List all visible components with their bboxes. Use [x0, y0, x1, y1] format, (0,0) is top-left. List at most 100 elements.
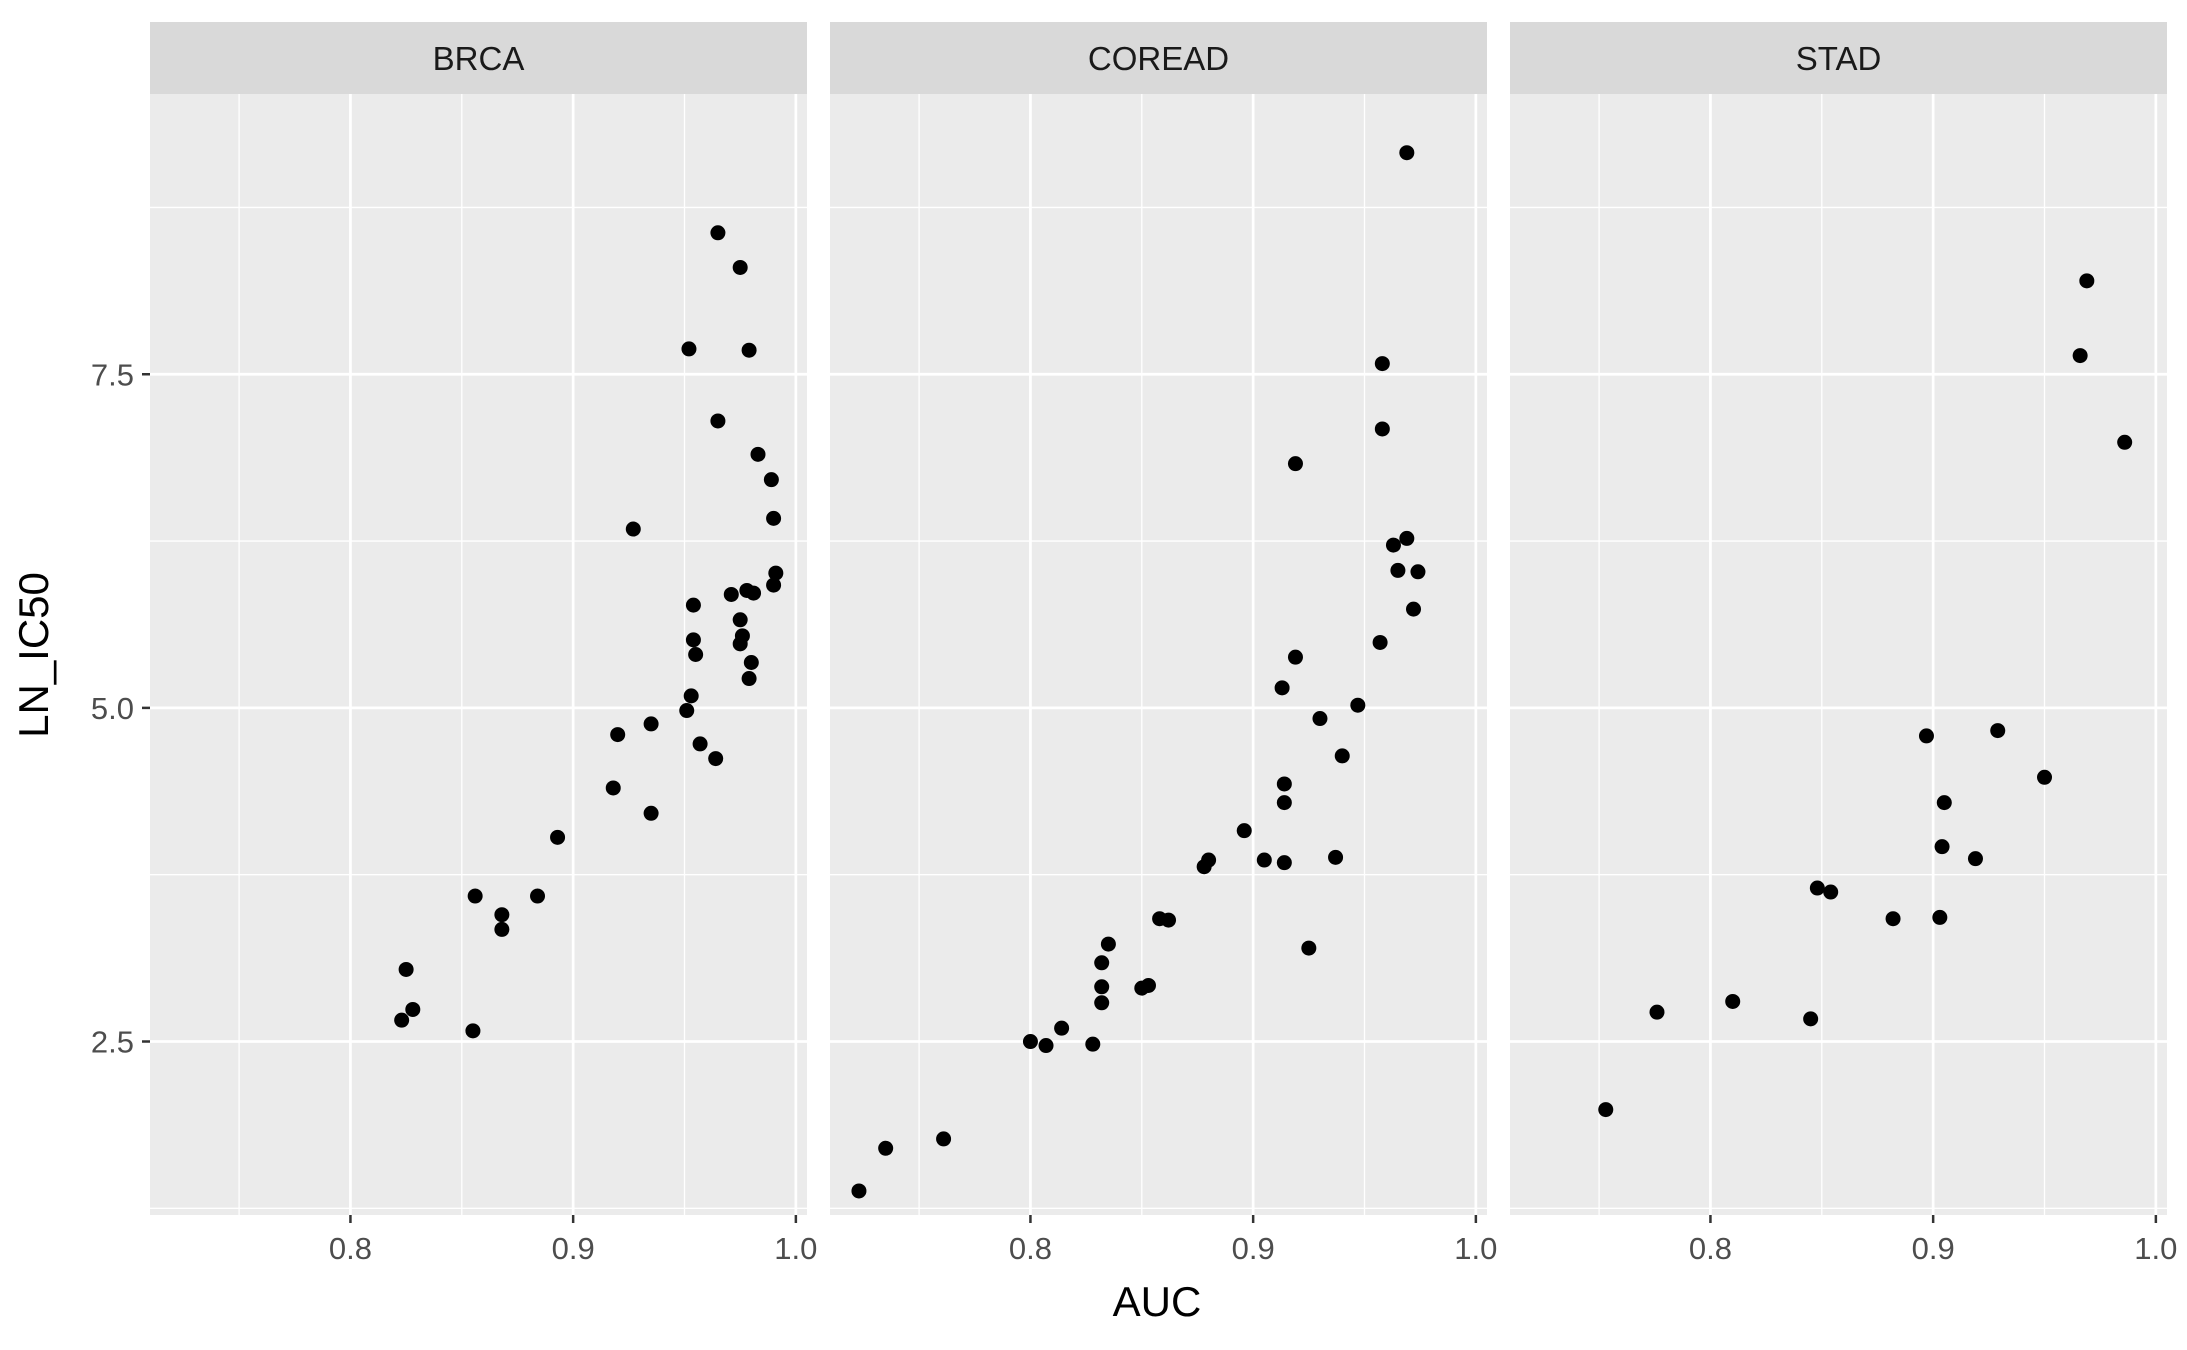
data-point	[1094, 979, 1110, 995]
data-point	[1301, 940, 1317, 956]
data-point	[1390, 562, 1406, 578]
x-axis-title: AUC	[1113, 1278, 1202, 1325]
data-point	[679, 703, 695, 719]
data-point	[1932, 909, 1948, 925]
data-point	[1598, 1102, 1614, 1118]
data-point	[465, 1023, 481, 1039]
points-coread	[851, 145, 1426, 1199]
data-point	[1410, 564, 1426, 580]
data-point	[1934, 839, 1950, 855]
x-tick-label: 0.8	[329, 1231, 372, 1266]
data-point	[766, 577, 782, 593]
data-point	[1085, 1036, 1101, 1052]
data-point	[878, 1140, 894, 1156]
data-point	[1374, 421, 1390, 437]
data-point	[1236, 823, 1252, 839]
data-point	[2037, 769, 2053, 785]
data-point	[494, 907, 510, 923]
data-point	[1399, 145, 1415, 161]
facet-strip-label: STAD	[1796, 40, 1882, 77]
data-point	[550, 829, 566, 845]
data-point	[685, 632, 701, 648]
data-point	[1140, 977, 1156, 993]
data-point	[1990, 723, 2006, 739]
data-point	[1287, 649, 1303, 665]
data-point	[851, 1183, 867, 1199]
data-point	[394, 1012, 410, 1028]
data-point	[710, 225, 726, 241]
x-tick-label: 1.0	[1454, 1231, 1497, 1266]
data-point	[1328, 849, 1344, 865]
data-point	[530, 888, 546, 904]
panel-coread: COREAD 0.8 0.9 1.0	[830, 22, 1497, 1266]
data-point	[1038, 1038, 1054, 1054]
x-axis-brca: 0.8 0.9 1.0	[329, 1215, 817, 1266]
data-point	[643, 716, 659, 732]
data-point	[643, 805, 659, 821]
data-point	[1823, 884, 1839, 900]
panel-brca: BRCA 0.8 0.9 1.0	[150, 22, 817, 1266]
data-point	[2117, 434, 2133, 450]
data-point	[1374, 356, 1390, 372]
data-point	[708, 751, 724, 767]
data-point	[467, 888, 483, 904]
data-point	[1372, 634, 1388, 650]
data-point	[1803, 1011, 1819, 1027]
data-point	[743, 655, 759, 671]
data-point	[688, 647, 704, 662]
data-point	[1649, 1004, 1665, 1020]
panel-background	[1510, 94, 2167, 1215]
points-stad	[1598, 273, 2133, 1118]
data-point	[746, 585, 762, 601]
data-point	[710, 413, 726, 429]
data-point	[732, 612, 748, 628]
y-tick-label: 2.5	[91, 1025, 134, 1060]
data-point	[1936, 795, 1952, 811]
data-point	[1276, 776, 1292, 792]
data-point	[1385, 537, 1401, 553]
data-point	[685, 597, 701, 613]
data-point	[1100, 936, 1116, 952]
data-point	[741, 671, 757, 687]
data-point	[625, 521, 641, 537]
data-point	[1094, 995, 1110, 1011]
facet-strip	[150, 22, 807, 94]
data-point	[936, 1131, 952, 1147]
data-point	[2079, 273, 2095, 289]
y-tick-label: 5.0	[91, 691, 134, 726]
data-point	[1885, 911, 1901, 927]
panel-background	[150, 94, 807, 1215]
data-point	[1918, 728, 1934, 744]
y-axis-title: LN_IC50	[10, 572, 57, 738]
data-point	[683, 688, 699, 704]
data-point	[605, 780, 621, 796]
x-axis-stad: 0.8 0.9 1.0	[1689, 1215, 2177, 1266]
x-tick-label: 0.9	[1912, 1231, 1955, 1266]
data-point	[1287, 456, 1303, 472]
data-point	[766, 510, 782, 526]
data-point	[405, 1001, 421, 1017]
data-point	[750, 446, 766, 462]
panel-background	[830, 94, 1487, 1215]
data-point	[1406, 601, 1422, 617]
points-brca	[394, 225, 784, 1039]
data-point	[741, 342, 757, 358]
x-tick-label: 0.8	[1689, 1231, 1732, 1266]
data-point	[2072, 348, 2088, 364]
y-axis: 2.5 5.0 7.5	[91, 357, 150, 1060]
data-point	[732, 259, 748, 275]
y-tick-label: 7.5	[91, 357, 134, 392]
facet-strip-label: COREAD	[1088, 40, 1229, 77]
data-point	[1334, 748, 1350, 764]
data-point	[1201, 852, 1217, 868]
data-point	[1094, 955, 1110, 971]
data-point	[763, 472, 779, 488]
data-point	[723, 586, 739, 602]
data-point	[1256, 852, 1272, 868]
x-tick-label: 1.0	[2134, 1231, 2177, 1266]
x-axis-coread: 0.8 0.9 1.0	[1009, 1215, 1497, 1266]
x-tick-label: 0.8	[1009, 1231, 1052, 1266]
panel-stad: STAD 0.8 0.9 1.0	[1510, 22, 2177, 1266]
data-point	[1276, 855, 1292, 871]
